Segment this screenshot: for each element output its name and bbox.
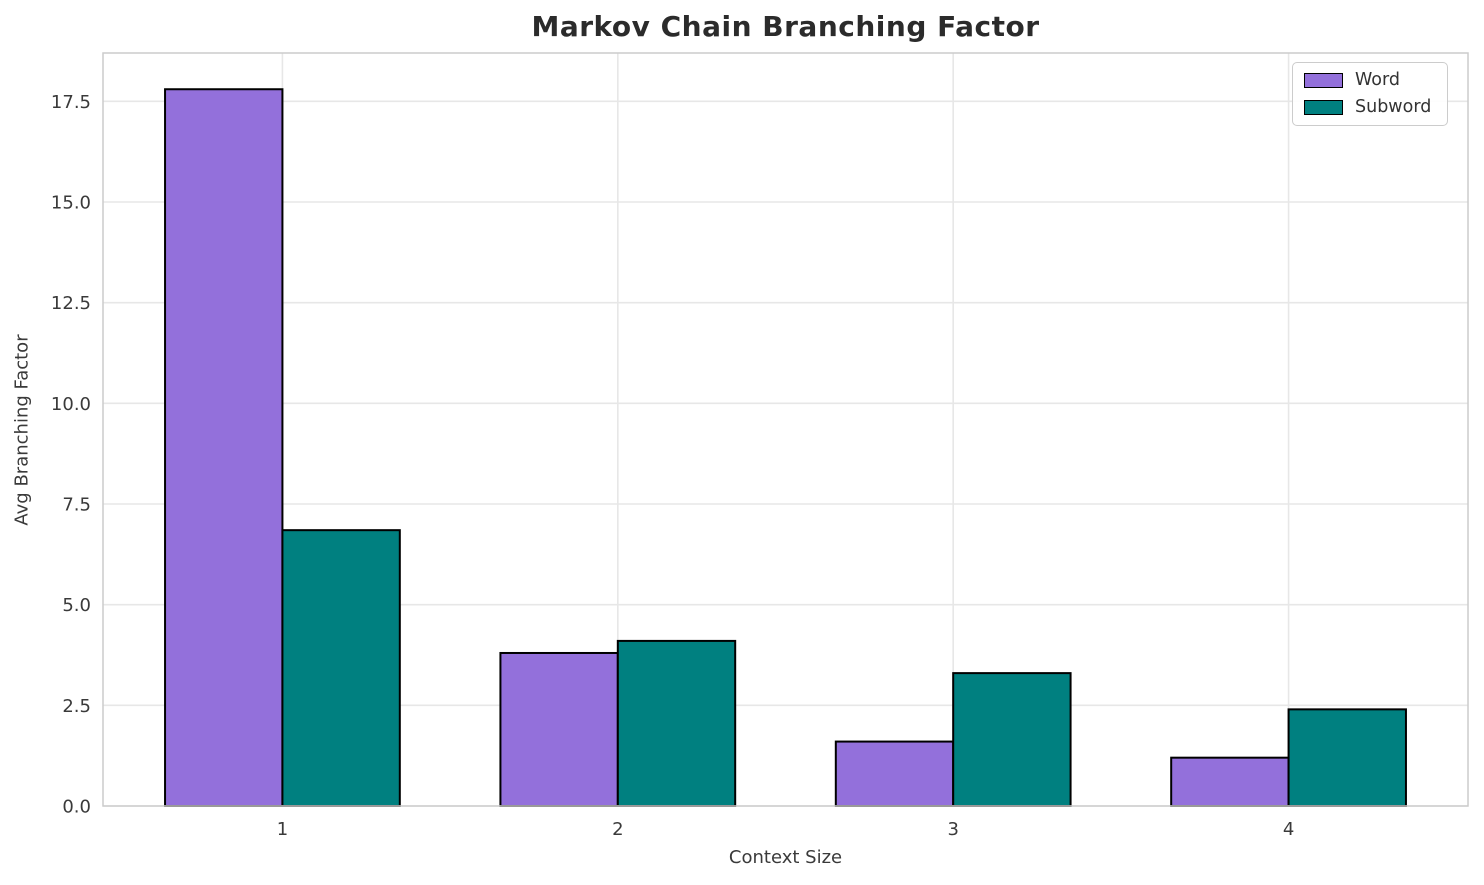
y-axis-label: Avg Branching Factor	[11, 334, 33, 526]
word-legend-label: Word	[1355, 70, 1400, 90]
word-legend-swatch	[1304, 73, 1343, 89]
y-tick-label: 7.5	[62, 494, 91, 515]
bar-subword-3	[952, 672, 1072, 808]
legend-entry-subword: Subword	[1304, 96, 1432, 117]
bar-word-2	[499, 651, 619, 807]
y-tick-label: 5.0	[62, 595, 91, 616]
bar-subword-2	[616, 639, 737, 807]
y-tick-label: 0.0	[62, 797, 91, 818]
bar-word-4	[1170, 756, 1290, 807]
plot-border	[102, 52, 1469, 807]
legend-entry-word: Word	[1304, 70, 1431, 90]
y-tick-label: 2.5	[62, 696, 91, 717]
chart-title: Markov Chain Branching Factor	[531, 10, 1040, 43]
x-tick-label: 2	[612, 819, 623, 840]
legend: Word Subword	[1292, 62, 1449, 126]
y-tick-label: 10.0	[51, 394, 91, 415]
x-tick-label: 1	[277, 819, 288, 840]
y-tick-label: 12.5	[51, 293, 91, 314]
subword-legend-label: Subword	[1355, 96, 1432, 117]
bar-subword-1	[281, 529, 401, 807]
y-tick-label: 17.5	[51, 92, 91, 113]
y-tick-label: 15.0	[51, 192, 91, 213]
subword-legend-swatch	[1304, 99, 1343, 115]
x-tick-label: 4	[1283, 819, 1294, 840]
bar-word-1	[164, 88, 284, 807]
bar-word-3	[834, 740, 955, 808]
bar-subword-4	[1287, 708, 1407, 807]
x-tick-label: 3	[947, 819, 958, 840]
x-axis-label: Context Size	[728, 847, 843, 868]
